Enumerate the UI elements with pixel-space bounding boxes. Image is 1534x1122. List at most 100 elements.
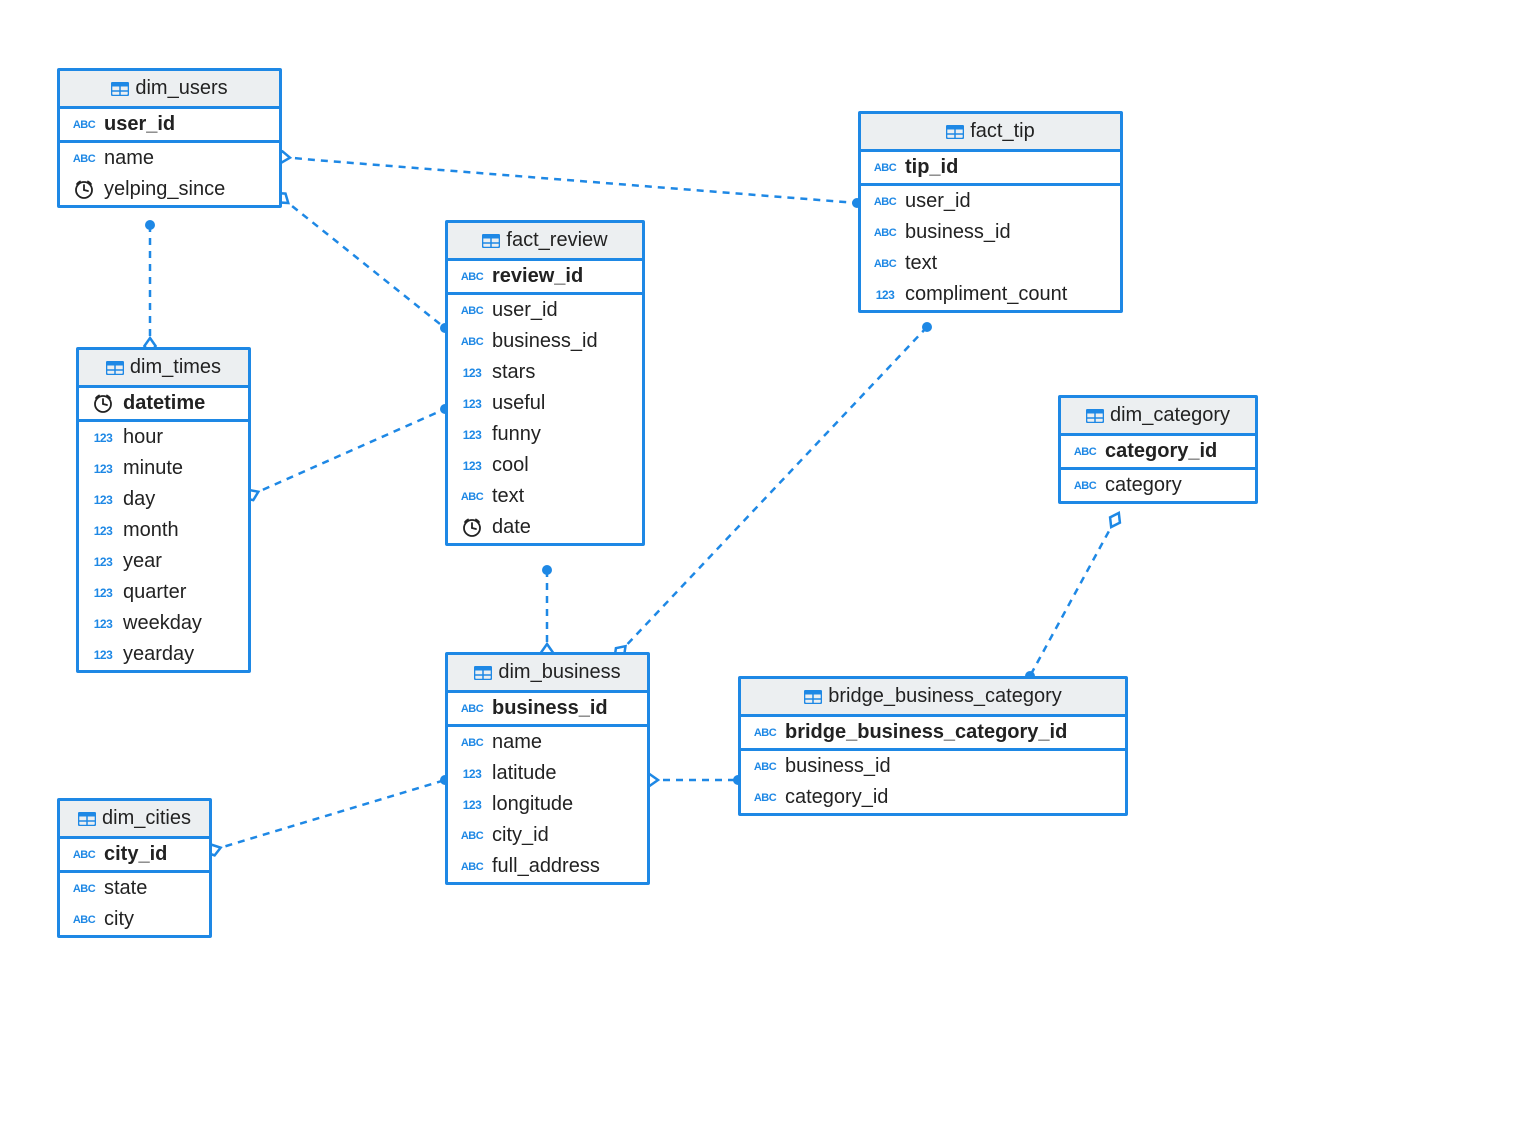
field-review_id: ABCreview_id (448, 261, 642, 292)
field-label: city_id (104, 843, 167, 866)
field-label: tip_id (905, 156, 958, 179)
type-icon-abc: ABC (458, 703, 486, 715)
field-stars: 123stars (448, 357, 642, 388)
field-label: category (1105, 474, 1182, 497)
field-label: text (905, 252, 937, 275)
type-icon-abc: ABC (871, 258, 899, 270)
field-business_id: ABC business_id (448, 693, 647, 724)
table-dim_users: dim_usersABCuser_idABCname yelping_since (57, 68, 282, 208)
table-icon (474, 666, 492, 680)
field-label: weekday (123, 612, 202, 635)
field-label: user_id (104, 113, 175, 136)
field-label: name (104, 147, 154, 170)
edge-2 (282, 198, 445, 328)
type-icon-num: 123 (89, 493, 117, 507)
table-icon (804, 690, 822, 704)
field-day: 123day (79, 484, 248, 515)
type-icon-num: 123 (458, 366, 486, 380)
edge-7 (1030, 520, 1115, 676)
type-icon-abc: ABC (751, 761, 779, 773)
field-city_id: ABCcity_id (448, 820, 647, 851)
table-title: fact_review (506, 229, 607, 252)
table-icon (78, 812, 96, 826)
type-icon-num: 123 (89, 524, 117, 538)
type-icon-num: 123 (89, 462, 117, 476)
field-label: bridge_business_category_id (785, 721, 1067, 744)
type-icon-num: 123 (458, 428, 486, 442)
table-icon (482, 234, 500, 248)
type-icon-abc: ABC (871, 196, 899, 208)
type-icon-abc: ABC (458, 830, 486, 842)
field-label: business_id (492, 697, 608, 720)
table-icon (1086, 409, 1104, 423)
field-minute: 123 minute (79, 453, 248, 484)
field-cool: 123cool (448, 450, 642, 481)
type-icon-abc: ABC (1071, 480, 1099, 492)
field-bridge_business_category_id: ABCbridge_business_category_id (741, 717, 1125, 748)
field-label: business_id (785, 755, 891, 778)
field-label: longitude (492, 793, 573, 816)
field-label: yearday (123, 643, 194, 666)
field-user_id: ABCuser_id (861, 186, 1120, 217)
type-icon-abc: ABC (458, 491, 486, 503)
table-icon (111, 82, 129, 96)
edge-5 (620, 327, 927, 652)
field-label: review_id (492, 265, 583, 288)
table-title: bridge_business_category (828, 685, 1062, 708)
type-icon-abc: ABC (458, 336, 486, 348)
field-business_id: ABC business_id (741, 751, 1125, 782)
field-name: ABC name (60, 143, 279, 174)
table-dim_business: dim_businessABCbusiness_idABCname123lati… (445, 652, 650, 885)
field-label: business_id (905, 221, 1011, 244)
type-icon-abc: ABC (70, 153, 98, 165)
field-category_id: ABCcategory_id (1061, 436, 1255, 467)
edge-1 (282, 157, 857, 203)
field-label: useful (492, 392, 545, 415)
table-bridge_business_category: bridge_business_categoryABCbridge_busine… (738, 676, 1128, 816)
field-label: date (492, 516, 531, 539)
field-tip_id: ABC tip_id (861, 152, 1120, 183)
field-city: ABC city (60, 904, 209, 935)
type-icon-num: 123 (458, 459, 486, 473)
type-icon-num: 123 (89, 617, 117, 631)
edge-8 (213, 780, 445, 850)
table-dim_cities: dim_citiesABCcity_idABCstateABCcity (57, 798, 212, 938)
field-business_id: ABC business_id (861, 217, 1120, 248)
field-user_id: ABC user_id (60, 109, 279, 140)
field-user_id: ABCuser_id (448, 295, 642, 326)
field-category: ABC category (1061, 470, 1255, 501)
type-icon-abc: ABC (871, 227, 899, 239)
field-label: yelping_since (104, 178, 225, 201)
field-weekday: 123 weekday (79, 608, 248, 639)
table-icon (106, 361, 124, 375)
table-fact_tip: fact_tipABCtip_idABCuser_idABCbusiness_i… (858, 111, 1123, 313)
field-funny: 123funny (448, 419, 642, 450)
field-label: datetime (123, 392, 205, 415)
field-label: state (104, 877, 147, 900)
type-icon-abc: ABC (458, 861, 486, 873)
type-icon-abc: ABC (871, 162, 899, 174)
type-icon-num: 123 (89, 555, 117, 569)
field-label: city (104, 908, 134, 931)
field-useful: 123useful (448, 388, 642, 419)
field-label: hour (123, 426, 163, 449)
field-label: minute (123, 457, 183, 480)
field-label: business_id (492, 330, 598, 353)
field-yearday: 123 yearday (79, 639, 248, 670)
field-city_id: ABCcity_id (60, 839, 209, 870)
table-fact_review: fact_reviewABCreview_idABCuser_idABCbusi… (445, 220, 645, 546)
type-icon-num: 123 (89, 648, 117, 662)
type-icon-num: 123 (89, 586, 117, 600)
type-icon-abc: ABC (70, 883, 98, 895)
table-icon (946, 125, 964, 139)
field-datetime: datetime (79, 388, 248, 419)
field-name: ABCname (448, 727, 647, 758)
type-icon-time (458, 518, 486, 538)
field-state: ABC state (60, 873, 209, 904)
table-header: dim_category (1061, 398, 1255, 436)
type-icon-abc: ABC (70, 914, 98, 926)
field-label: year (123, 550, 162, 573)
type-icon-abc: ABC (70, 119, 98, 131)
field-category_id: ABCcategory_id (741, 782, 1125, 813)
type-icon-num: 123 (458, 767, 486, 781)
